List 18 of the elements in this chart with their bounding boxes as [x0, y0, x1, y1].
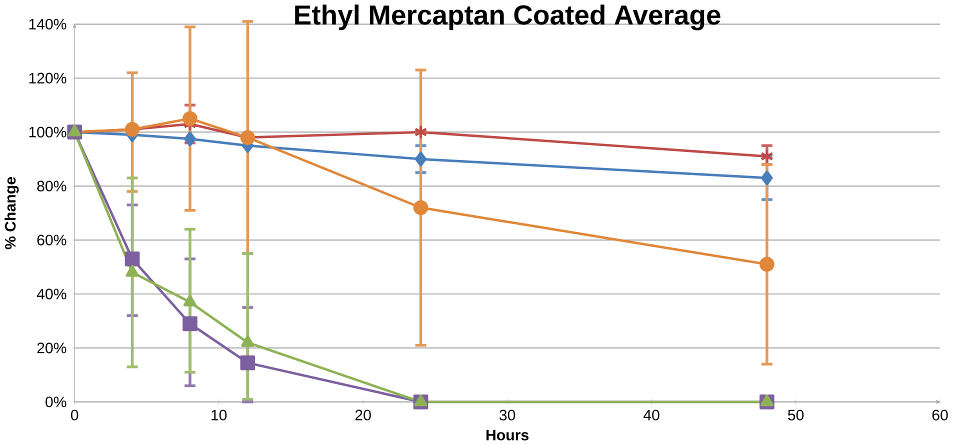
- y-tick-label: 40%: [36, 288, 66, 300]
- x-tick-label: 60: [932, 410, 948, 420]
- chart-title: Ethyl Mercaptan Coated Average: [295, 4, 720, 30]
- y-tick-label: 140%: [29, 18, 66, 30]
- x-tick-label: 50: [788, 410, 804, 420]
- x-tick-label: 20: [355, 410, 371, 420]
- y-tick-label: 120%: [29, 72, 66, 84]
- x-tick-label: 30: [499, 410, 516, 420]
- x-tick-label: 10: [212, 410, 227, 420]
- y-tick-label: 60%: [37, 234, 66, 246]
- y-tick-label: 100%: [29, 126, 66, 138]
- y-tick-label: 0%: [46, 396, 66, 408]
- x-tick-label: 40: [643, 410, 660, 420]
- y-tick-label: 80%: [37, 180, 66, 192]
- x-tick-label: 0: [70, 410, 78, 420]
- y-tick-label: 20%: [37, 342, 66, 354]
- y-axis-title: % Change: [4, 177, 19, 250]
- x-axis-title: Hours: [486, 430, 529, 440]
